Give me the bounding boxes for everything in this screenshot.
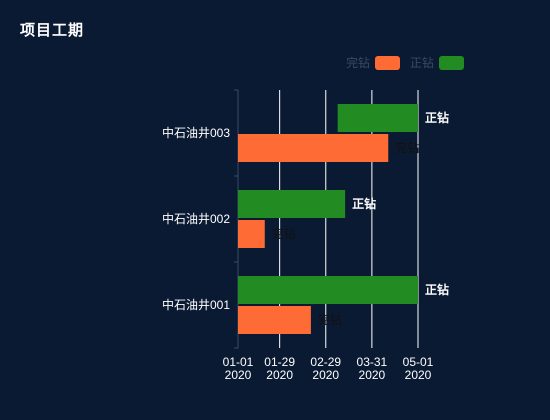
legend-item-drilling[interactable]: 正钻 (410, 54, 465, 71)
x-tick-label: 01-01 (223, 355, 254, 369)
bar[interactable] (238, 306, 311, 334)
bar[interactable] (337, 104, 418, 132)
bar-data-label: 正钻 (352, 196, 376, 211)
legend-swatch-drilling (439, 55, 465, 70)
category-label: 中石油井002 (162, 211, 230, 226)
legend-item-completed[interactable]: 完钻 (346, 54, 401, 71)
category-label: 中石油井003 (162, 125, 230, 140)
bar-data-label: 完钻 (395, 140, 419, 155)
x-tick-label-year: 2020 (405, 368, 432, 382)
bar[interactable] (238, 220, 265, 248)
x-tick-label: 03-31 (357, 355, 388, 369)
legend-label-drilling: 正钻 (410, 56, 435, 70)
bar-data-label: 完钻 (318, 312, 342, 327)
legend-swatch-completed (375, 55, 401, 70)
bar-data-label: 完钻 (272, 226, 296, 241)
x-tick-label: 02-29 (310, 355, 341, 369)
x-tick-label-year: 2020 (225, 368, 252, 382)
x-tick-label: 05-01 (403, 355, 434, 369)
bar[interactable] (238, 134, 389, 162)
bar-data-label: 正钻 (425, 110, 449, 125)
bar[interactable] (238, 276, 418, 304)
x-tick-label: 01-29 (264, 355, 295, 369)
chart-title: 项目工期 (20, 22, 85, 39)
legend-label-completed: 完钻 (346, 56, 371, 70)
category-label: 中石油井001 (162, 297, 230, 312)
x-tick-label-year: 2020 (359, 368, 386, 382)
x-tick-label-year: 2020 (266, 368, 293, 382)
bar[interactable] (238, 190, 346, 218)
x-tick-label-year: 2020 (312, 368, 339, 382)
bar-data-label: 正钻 (425, 282, 449, 297)
legend: 完钻 正钻 (346, 54, 474, 71)
